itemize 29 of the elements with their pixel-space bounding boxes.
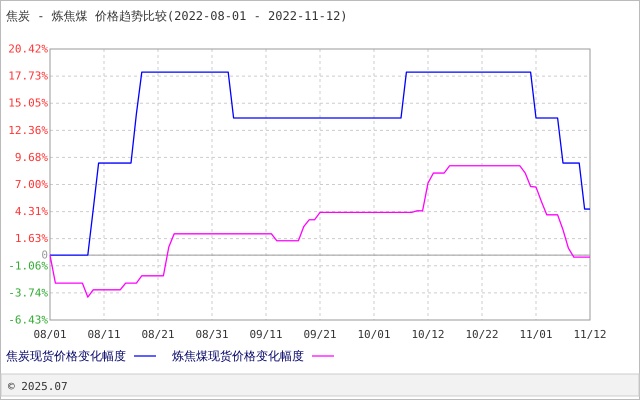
y-tick-label: 12.36% bbox=[8, 124, 48, 137]
line-series bbox=[49, 71, 591, 256]
y-tick-label: -1.06% bbox=[8, 259, 48, 272]
x-tick-label: 09/11 bbox=[249, 328, 283, 341]
line-series bbox=[49, 165, 591, 298]
y-tick-label: 9.68% bbox=[14, 150, 48, 164]
x-tick-label: 08/21 bbox=[141, 328, 175, 341]
chart-title: 焦炭 - 炼焦煤 价格趋势比较(2022-08-01 - 2022-11-12) bbox=[6, 9, 348, 23]
y-tick-label: 20.42% bbox=[8, 42, 48, 56]
legend-label: 焦炭现货价格变化幅度 bbox=[6, 349, 126, 363]
x-tick-label: 10/12 bbox=[411, 328, 445, 341]
y-tick-label: 15.05% bbox=[8, 96, 48, 110]
x-tick-label: 11/12 bbox=[573, 328, 607, 341]
y-tick-label: -6.43% bbox=[8, 314, 48, 327]
x-tick-label: 08/11 bbox=[87, 328, 121, 341]
x-tick-label: 08/01 bbox=[33, 328, 67, 341]
x-tick-label: 11/01 bbox=[519, 328, 553, 341]
y-tick-label: 0 bbox=[41, 248, 48, 262]
y-tick-label: 17.73% bbox=[8, 70, 48, 83]
y-tick-label: -3.74% bbox=[8, 286, 48, 300]
y-tick-label: 4.31% bbox=[14, 205, 48, 218]
y-tick-label: 1.63% bbox=[14, 232, 48, 246]
x-tick-label: 10/22 bbox=[465, 328, 499, 341]
legend-label: 炼焦煤现货价格变化幅度 bbox=[172, 349, 304, 363]
text: © 2025.07 bbox=[8, 380, 68, 393]
x-tick-label: 09/21 bbox=[303, 328, 337, 341]
y-tick-label: 7.00% bbox=[14, 178, 48, 191]
x-tick-label: 10/01 bbox=[357, 328, 391, 341]
x-tick-label: 08/31 bbox=[195, 328, 229, 341]
